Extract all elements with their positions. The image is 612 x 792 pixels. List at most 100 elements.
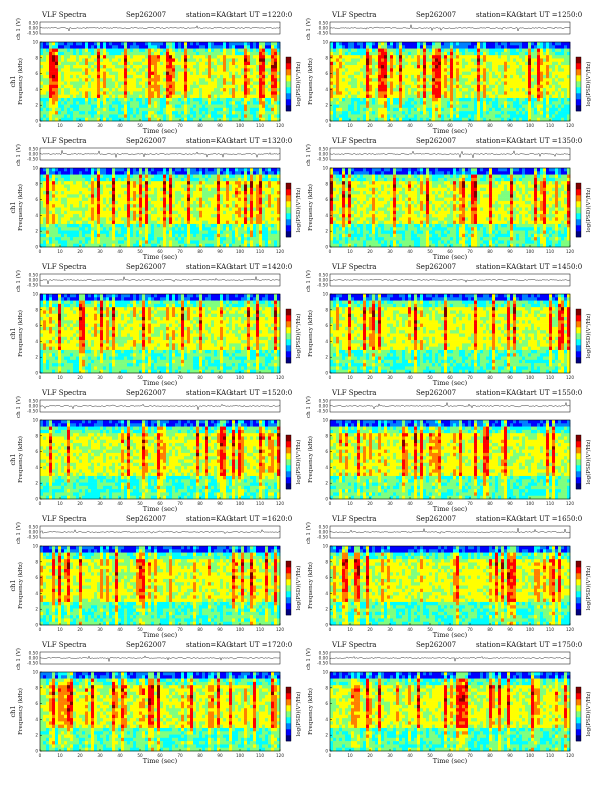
heatmap-cell (262, 48, 266, 53)
heatmap-cell (552, 42, 556, 46)
heatmap-cell (112, 91, 116, 95)
heatmap-cell (115, 107, 119, 112)
heatmap-cell (453, 55, 457, 59)
heatmap-cell (333, 65, 337, 69)
heatmap-cell (259, 74, 263, 79)
heatmap-cell (46, 94, 50, 99)
heatmap-cell (118, 220, 122, 225)
heatmap-cell (567, 114, 571, 119)
heatmap-cell (193, 101, 197, 105)
heatmap-cell (501, 94, 505, 99)
heatmap-cell (43, 42, 47, 46)
heatmap-cell (405, 84, 409, 89)
heatmap-cell (202, 88, 206, 92)
heatmap-cell (49, 220, 53, 225)
heatmap-cell (366, 55, 370, 59)
heatmap-cell (531, 45, 535, 49)
heatmap-cell (408, 45, 412, 49)
heatmap-cell (166, 91, 170, 95)
heatmap-cell (211, 107, 215, 112)
heatmap-cell (507, 68, 511, 72)
heatmap-cell (211, 74, 215, 79)
heatmap-cell (106, 58, 110, 63)
heatmap-cell (393, 104, 397, 109)
heatmap-cell (109, 42, 113, 46)
heatmap-cell (121, 214, 125, 218)
heatmap-cell (49, 174, 53, 179)
heatmap-cell (133, 200, 137, 205)
heatmap-cell (495, 117, 499, 122)
heatmap-cell (483, 88, 487, 92)
heatmap-cell (76, 48, 80, 53)
heatmap-cell (414, 55, 418, 59)
heatmap-cell (372, 111, 376, 115)
heatmap-cell (67, 45, 71, 49)
colorbar (576, 57, 581, 112)
heatmap-cell (67, 217, 71, 221)
heatmap-cell (411, 101, 415, 105)
heatmap-cell (115, 214, 119, 218)
heatmap-cell (274, 58, 278, 63)
heatmap-cell (118, 48, 122, 53)
heatmap-cell (537, 101, 541, 105)
heatmap-cell (477, 55, 481, 59)
chart-date: Sep262007 (126, 11, 166, 19)
heatmap-cell (265, 88, 269, 92)
heatmap-cell (387, 111, 391, 115)
heatmap-cell (256, 84, 260, 89)
heatmap-cell (555, 117, 559, 122)
heatmap-cell (178, 45, 182, 49)
heatmap-cell (106, 97, 110, 102)
heatmap-cell (471, 55, 475, 59)
heatmap-cell (103, 104, 107, 109)
heatmap-cell (450, 65, 454, 69)
heatmap-cell (139, 81, 143, 86)
heatmap-cell (372, 81, 376, 86)
heatmap-cell (109, 88, 113, 92)
heatmap-cell (462, 107, 466, 112)
heatmap-cell (97, 214, 101, 218)
heatmap-cell (211, 97, 215, 102)
heatmap-cell (211, 81, 215, 86)
heatmap-cell (109, 171, 113, 175)
heatmap-cell (112, 204, 116, 208)
heatmap-cell (378, 94, 382, 99)
heatmap-cell (558, 117, 562, 122)
heatmap-cell (55, 217, 59, 221)
heatmap-cell (513, 101, 517, 105)
heatmap-cell (336, 61, 340, 66)
heatmap-cell (160, 51, 164, 56)
heatmap-cell (444, 51, 448, 56)
heatmap-cell (333, 51, 337, 56)
heatmap-cell (55, 214, 59, 218)
heatmap-cell (124, 104, 128, 109)
heatmap-cell (70, 223, 74, 228)
heatmap-cell (91, 104, 95, 109)
heatmap-cell (339, 107, 343, 112)
heatmap-cell (154, 94, 158, 99)
heatmap-cell (55, 240, 59, 245)
heatmap-cell (363, 45, 367, 49)
heatmap-cell (70, 74, 74, 79)
heatmap-cell (64, 104, 68, 109)
heatmap-cell (49, 204, 53, 208)
heatmap-cell (127, 168, 131, 172)
heatmap-cell (73, 187, 77, 192)
heatmap-cell (157, 84, 161, 89)
heatmap-cell (112, 97, 116, 102)
heatmap-cell (223, 84, 227, 89)
heatmap-cell (43, 114, 47, 119)
heatmap-cell (100, 174, 104, 179)
heatmap-cell (552, 117, 556, 122)
heatmap-cell (253, 117, 257, 122)
heatmap-cell (244, 88, 248, 92)
heatmap-cell (414, 45, 418, 49)
heatmap-cell (145, 88, 149, 92)
heatmap-cell (52, 191, 56, 195)
heatmap-cell (277, 65, 281, 69)
heatmap-cell (103, 207, 107, 212)
heatmap-cell (492, 42, 496, 46)
heatmap-cell (459, 74, 463, 79)
heatmap-cell (139, 197, 143, 202)
heatmap-cell (64, 107, 68, 112)
